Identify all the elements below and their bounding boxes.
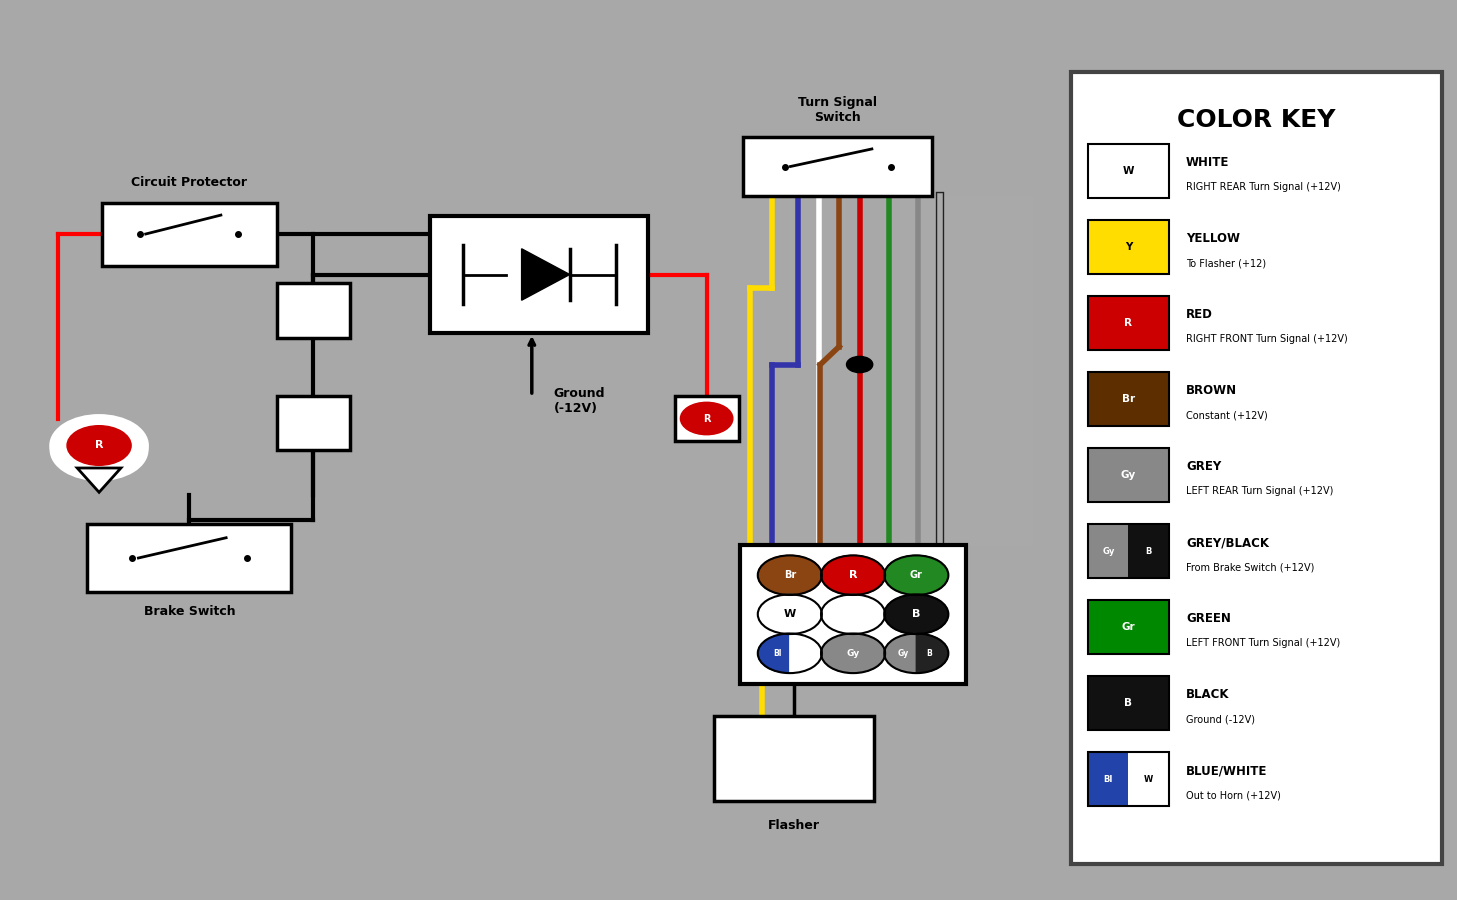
Text: To Flasher (+12): To Flasher (+12) bbox=[1186, 258, 1266, 268]
Bar bbox=[277, 396, 350, 450]
Text: Flasher: Flasher bbox=[768, 819, 820, 832]
Text: R: R bbox=[702, 413, 711, 424]
Text: Turn Signal
Switch: Turn Signal Switch bbox=[798, 95, 877, 124]
Bar bbox=[740, 544, 966, 684]
Text: Ground (-12V): Ground (-12V) bbox=[1186, 715, 1254, 724]
Text: Bl: Bl bbox=[1104, 775, 1113, 784]
Text: Brake Switch: Brake Switch bbox=[144, 605, 235, 618]
Text: BLUE/WHITE: BLUE/WHITE bbox=[1186, 764, 1268, 778]
Text: From Brake Switch (+12V): From Brake Switch (+12V) bbox=[1186, 562, 1314, 572]
Wedge shape bbox=[884, 634, 916, 673]
Text: BROWN: BROWN bbox=[1186, 384, 1237, 397]
Circle shape bbox=[758, 594, 822, 634]
Bar bbox=[430, 216, 648, 333]
Text: LEFT REAR Turn Signal (+12V): LEFT REAR Turn Signal (+12V) bbox=[1186, 486, 1333, 497]
Text: COLOR KEY: COLOR KEY bbox=[1177, 108, 1336, 132]
Text: Br: Br bbox=[1122, 394, 1135, 404]
Polygon shape bbox=[522, 248, 570, 301]
Bar bbox=[1088, 295, 1169, 350]
Text: Y: Y bbox=[1125, 242, 1132, 252]
Text: Out to Horn (+12V): Out to Horn (+12V) bbox=[1186, 790, 1281, 800]
Circle shape bbox=[822, 594, 886, 634]
Wedge shape bbox=[790, 634, 822, 673]
Polygon shape bbox=[77, 468, 121, 492]
Text: Gy: Gy bbox=[1120, 470, 1136, 480]
Bar bbox=[1088, 372, 1169, 427]
Text: GREEN: GREEN bbox=[1186, 612, 1231, 625]
Circle shape bbox=[52, 421, 146, 479]
FancyBboxPatch shape bbox=[1071, 72, 1442, 864]
Text: R: R bbox=[849, 571, 857, 580]
Bar bbox=[1088, 752, 1128, 806]
Circle shape bbox=[822, 555, 886, 595]
Bar bbox=[1088, 524, 1169, 579]
Circle shape bbox=[680, 402, 733, 435]
Bar bbox=[743, 137, 932, 196]
Bar bbox=[277, 284, 350, 338]
Text: Circuit Protector: Circuit Protector bbox=[131, 176, 248, 189]
Text: RED: RED bbox=[1186, 309, 1212, 321]
Text: Gy: Gy bbox=[1103, 546, 1115, 555]
Text: R: R bbox=[1125, 318, 1132, 328]
Text: R: R bbox=[95, 440, 103, 451]
Circle shape bbox=[884, 594, 949, 634]
Text: B: B bbox=[1125, 698, 1132, 708]
Text: Bl: Bl bbox=[772, 649, 781, 658]
Text: B: B bbox=[1145, 546, 1151, 555]
Text: W: W bbox=[1123, 166, 1134, 176]
Bar bbox=[1088, 676, 1169, 731]
Bar bbox=[87, 524, 291, 592]
Circle shape bbox=[67, 426, 131, 465]
Text: W: W bbox=[798, 649, 807, 658]
Text: RIGHT FRONT Turn Signal (+12V): RIGHT FRONT Turn Signal (+12V) bbox=[1186, 335, 1348, 345]
Text: Gy: Gy bbox=[847, 649, 860, 658]
Text: B: B bbox=[912, 609, 921, 619]
Circle shape bbox=[51, 416, 147, 475]
Circle shape bbox=[758, 555, 822, 595]
Text: Constant (+12V): Constant (+12V) bbox=[1186, 410, 1268, 420]
Bar bbox=[102, 202, 277, 266]
Text: RIGHT REAR Turn Signal (+12V): RIGHT REAR Turn Signal (+12V) bbox=[1186, 183, 1340, 193]
Bar bbox=[1088, 220, 1169, 274]
Text: Gy: Gy bbox=[898, 649, 909, 658]
Text: LEFT FRONT Turn Signal (+12V): LEFT FRONT Turn Signal (+12V) bbox=[1186, 638, 1340, 648]
Bar bbox=[675, 396, 739, 441]
Text: W: W bbox=[784, 609, 796, 619]
Bar bbox=[1088, 524, 1128, 579]
Circle shape bbox=[51, 420, 147, 480]
Text: YELLOW: YELLOW bbox=[1186, 232, 1240, 246]
Wedge shape bbox=[916, 634, 949, 673]
Text: Gr: Gr bbox=[909, 571, 922, 580]
Bar bbox=[1088, 447, 1169, 502]
Bar bbox=[1088, 752, 1169, 806]
Text: GREY: GREY bbox=[1186, 460, 1221, 473]
Text: B: B bbox=[927, 649, 932, 658]
Text: BLACK: BLACK bbox=[1186, 688, 1230, 701]
Bar bbox=[1088, 599, 1169, 654]
Text: W: W bbox=[1144, 775, 1152, 784]
Circle shape bbox=[847, 356, 873, 373]
Circle shape bbox=[822, 634, 886, 673]
Text: WHITE: WHITE bbox=[1186, 157, 1230, 169]
Text: Ground
(-12V): Ground (-12V) bbox=[554, 387, 605, 415]
Bar bbox=[1128, 752, 1169, 806]
Bar bbox=[1088, 144, 1169, 198]
Text: GREY/BLACK: GREY/BLACK bbox=[1186, 536, 1269, 549]
Circle shape bbox=[884, 555, 949, 595]
Bar bbox=[1128, 524, 1169, 579]
Text: Gr: Gr bbox=[1122, 622, 1135, 632]
Wedge shape bbox=[758, 634, 790, 673]
Text: Br: Br bbox=[784, 571, 796, 580]
Bar bbox=[714, 716, 874, 801]
